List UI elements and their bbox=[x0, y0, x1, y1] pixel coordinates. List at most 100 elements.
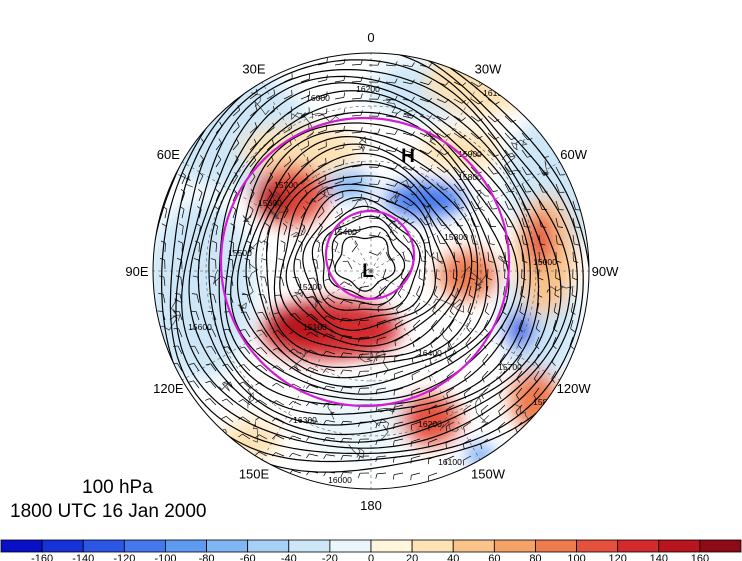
wind-barb-flag bbox=[255, 364, 261, 368]
wind-barb bbox=[368, 217, 378, 220]
wind-barb-flag bbox=[509, 190, 515, 193]
wind-barb bbox=[570, 302, 574, 312]
wind-barb-flag bbox=[467, 311, 472, 316]
wind-barb bbox=[436, 115, 446, 121]
wind-barb-flag bbox=[223, 328, 229, 331]
colorbar-swatch bbox=[493, 539, 536, 553]
wind-barb bbox=[180, 277, 183, 287]
wind-barb-flag bbox=[272, 365, 277, 369]
wind-barb-flag bbox=[181, 171, 186, 176]
wind-barb-flag bbox=[268, 189, 273, 194]
valid-time-caption: 1800 UTC 16 Jan 2000 bbox=[10, 501, 207, 522]
wind-barb-flag bbox=[358, 287, 361, 293]
wind-barb bbox=[553, 302, 557, 312]
wind-barb-flag bbox=[523, 243, 529, 246]
longitude-label: 60E bbox=[157, 147, 180, 162]
wind-barb-flag bbox=[271, 139, 275, 145]
wind-barb bbox=[411, 438, 421, 443]
wind-barb bbox=[419, 251, 422, 261]
wind-barb bbox=[419, 166, 428, 172]
wind-barb-flag bbox=[222, 346, 228, 349]
wind-barb bbox=[181, 209, 185, 219]
wind-barb-flag bbox=[291, 295, 297, 297]
wind-barb bbox=[470, 115, 479, 122]
wind-barb-flag bbox=[535, 328, 541, 333]
wind-barb-flag bbox=[553, 311, 559, 315]
wind-barb bbox=[317, 243, 321, 253]
wind-barb-flag bbox=[273, 89, 276, 95]
wind-barb bbox=[470, 166, 478, 174]
wind-barb-flag bbox=[360, 127, 363, 133]
wind-barb bbox=[347, 260, 353, 270]
wind-barb-flag bbox=[305, 384, 310, 389]
wind-barb bbox=[326, 315, 336, 321]
wind-barb bbox=[326, 402, 336, 406]
wind-barb-flag bbox=[499, 377, 503, 383]
wind-barb bbox=[504, 149, 511, 158]
wind-barb bbox=[402, 183, 412, 189]
colorbar-swatch bbox=[535, 539, 577, 553]
wind-barb bbox=[249, 243, 252, 253]
wind-barb bbox=[414, 302, 421, 311]
wind-barb bbox=[394, 370, 404, 375]
wind-barb-flag bbox=[272, 382, 277, 387]
wind-barb bbox=[317, 129, 327, 134]
wind-barb-flag bbox=[498, 411, 501, 417]
wind-barb bbox=[300, 210, 307, 219]
wind-barb bbox=[343, 335, 353, 338]
wind-barb-flag bbox=[428, 63, 432, 68]
height-contour bbox=[293, 189, 437, 331]
wind-barb-flag bbox=[340, 369, 344, 375]
height-contour bbox=[321, 215, 414, 306]
wind-barb bbox=[244, 346, 251, 355]
wind-barb bbox=[309, 419, 319, 423]
wind-barb-flag bbox=[360, 194, 362, 200]
wind-barb-flag bbox=[394, 182, 398, 187]
longitude-label: 30E bbox=[242, 61, 265, 76]
wind-barb bbox=[516, 370, 523, 379]
wind-barb-flag bbox=[375, 473, 378, 479]
wind-barb bbox=[259, 399, 268, 406]
wind-barb-flag bbox=[444, 151, 449, 156]
wind-barb bbox=[385, 166, 395, 170]
wind-barb bbox=[215, 125, 223, 134]
wind-barb bbox=[334, 113, 344, 117]
colorbar-swatch bbox=[370, 539, 413, 553]
wind-barb-flag bbox=[255, 451, 260, 456]
wind-barb-flag bbox=[342, 260, 348, 263]
wind-barb-flag bbox=[553, 328, 558, 332]
wind-barb-flag bbox=[557, 243, 563, 246]
wind-barb bbox=[215, 192, 220, 202]
wind-barb bbox=[334, 63, 344, 66]
wind-barb-flag bbox=[288, 435, 293, 440]
wind-barb bbox=[504, 183, 510, 193]
coastline-segment bbox=[433, 298, 465, 313]
wind-barb-flag bbox=[247, 223, 253, 227]
wind-barb-flag bbox=[394, 78, 398, 84]
wind-barb-flag bbox=[188, 380, 194, 383]
wind-barb-flag bbox=[319, 223, 323, 228]
wind-barb-flag bbox=[410, 184, 415, 189]
wind-barb bbox=[258, 451, 268, 457]
colorbar-swatch bbox=[617, 539, 660, 553]
wind-barb-flag bbox=[271, 435, 277, 439]
wind-barb-flag bbox=[445, 81, 450, 86]
height-contour bbox=[188, 75, 551, 436]
wind-barb bbox=[266, 226, 270, 236]
wind-barb-flag bbox=[571, 294, 577, 298]
wind-barb bbox=[453, 234, 457, 244]
wind-barb bbox=[351, 114, 361, 117]
wind-barb-flag bbox=[246, 240, 251, 244]
wind-barb bbox=[551, 353, 557, 363]
wind-barb bbox=[343, 386, 353, 389]
wind-barb-flag bbox=[461, 82, 466, 87]
wind-barb bbox=[334, 147, 344, 151]
wind-barb bbox=[402, 115, 412, 119]
wind-barb bbox=[571, 285, 574, 295]
wind-barb-flag bbox=[413, 326, 416, 331]
contour-label: 15400 bbox=[333, 227, 357, 237]
contour-label: 16100 bbox=[438, 457, 462, 467]
wind-barb bbox=[470, 200, 476, 209]
wind-barb bbox=[402, 81, 412, 85]
wind-barb bbox=[436, 183, 444, 191]
